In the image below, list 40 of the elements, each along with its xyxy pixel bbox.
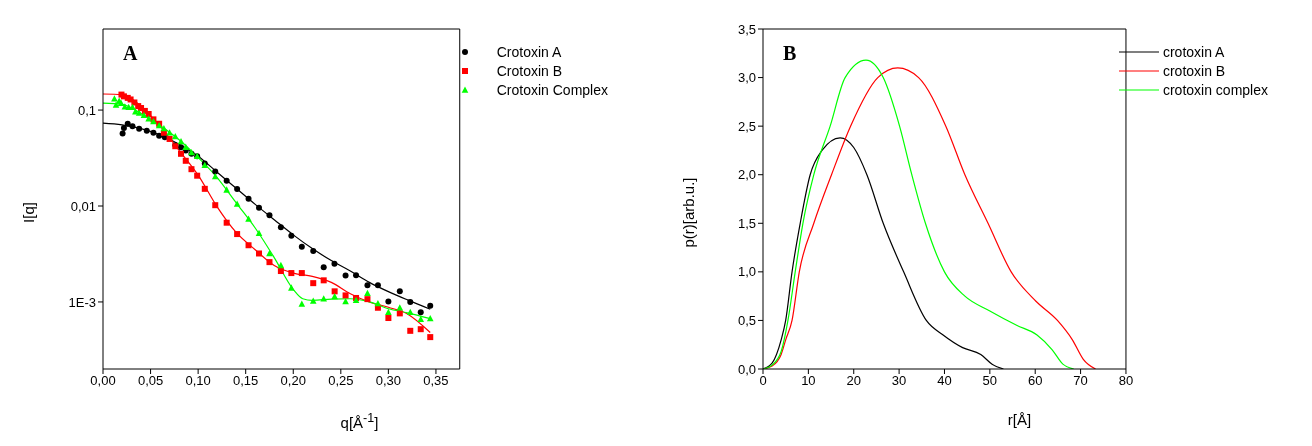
x-tick-label: 0,20	[280, 373, 306, 389]
y-tick-label: 1E-3	[68, 294, 96, 310]
y-tick-label: 0,1	[77, 102, 96, 118]
legend-label: crotoxin A	[1162, 43, 1225, 60]
y-tick-label: 0,01	[70, 198, 96, 214]
legend-label: Crotoxin Complex	[496, 81, 608, 98]
x-tick-label: 0,05	[137, 373, 164, 389]
x-tick-label: 0,30	[375, 373, 402, 389]
y-tick-label: 2,5	[737, 118, 756, 134]
legend-label: Crotoxin A	[496, 43, 562, 60]
x-tick-label: 50	[982, 373, 998, 389]
x-tick-label: 0,25	[328, 373, 354, 389]
x-tick-label: 10	[801, 373, 816, 389]
y-axis-title: I[q]	[19, 201, 37, 223]
x-tick-label: 0,35	[423, 373, 449, 389]
x-tick-label: 60	[1027, 373, 1043, 389]
x-tick-label: 0,15	[233, 373, 259, 389]
y-tick-label: 0,5	[737, 313, 756, 329]
y-axis-title: p(r)[arb.u.]	[679, 176, 697, 248]
x-tick-label: 40	[937, 373, 952, 389]
annotation: A	[123, 42, 138, 65]
x-tick-label: 20	[846, 373, 861, 389]
x-axis-title: q[Å$^{-1}$]	[339, 411, 380, 431]
x-axis-title: r[Å]	[1006, 411, 1033, 428]
x-tick-label: 0	[759, 373, 767, 389]
x-tick-label: 70	[1073, 373, 1088, 389]
x-tick-label: 80	[1118, 373, 1134, 389]
legend-label: Crotoxin B	[496, 62, 563, 79]
y-tick-label: 0,0	[737, 361, 756, 377]
x-tick-label: 0,10	[185, 373, 211, 389]
y-tick-label: 1,5	[737, 215, 756, 231]
y-tick-label: 3,0	[737, 70, 756, 86]
y-tick-label: 2,0	[737, 167, 756, 183]
x-tick-label: 30	[891, 373, 907, 389]
annotation: B	[783, 42, 797, 65]
y-tick-label: 3,5	[737, 21, 756, 37]
legend-label: crotoxin B	[1162, 62, 1226, 79]
x-tick-label: 0,00	[90, 373, 116, 389]
y-tick-label: 1,0	[737, 264, 756, 280]
legend-label: crotoxin complex	[1162, 81, 1268, 98]
